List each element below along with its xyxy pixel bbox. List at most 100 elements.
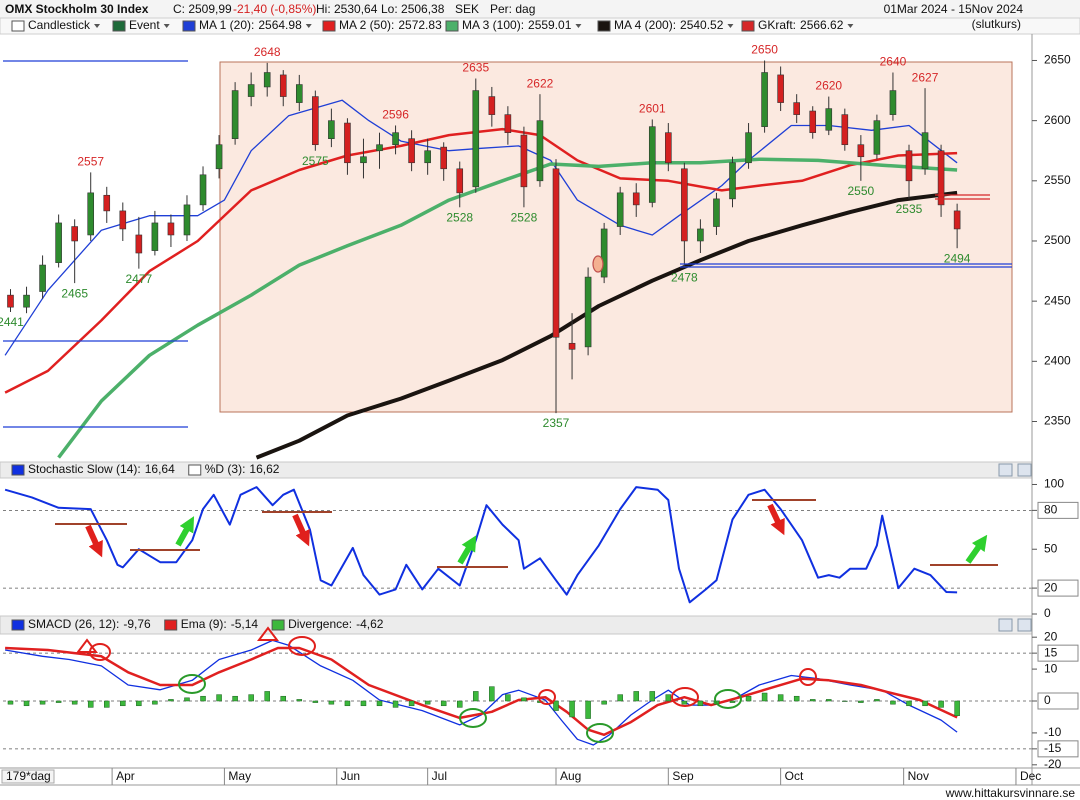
divergence-bar [232, 695, 238, 702]
low-price: Lo: 2506,38 [381, 2, 445, 16]
dropdown-caret[interactable] [727, 24, 734, 28]
legend-value[interactable]: 16,62 [249, 462, 279, 476]
legend-label[interactable]: Stochastic Slow (14): [28, 462, 141, 476]
extreme-label: 2620 [815, 79, 842, 93]
dropdown-caret[interactable] [847, 24, 854, 28]
close-button[interactable] [1017, 618, 1032, 632]
x-tick-label: Dec [1020, 769, 1041, 783]
legend-label[interactable]: Ema (9): [181, 617, 227, 631]
legend-label[interactable]: MA 2 (50): [339, 18, 394, 32]
cross-marker [178, 674, 206, 694]
x-tick-label: Sep [672, 769, 694, 783]
divergence-bar [826, 699, 832, 702]
legend-swatch[interactable] [112, 20, 126, 32]
legend-swatch[interactable] [188, 464, 202, 476]
zoom-button[interactable] [998, 463, 1013, 477]
legend-label[interactable]: %D (3): [205, 462, 246, 476]
candle-body [536, 120, 544, 182]
legend-value[interactable]: -4,62 [356, 617, 384, 631]
legend-swatch[interactable] [741, 20, 755, 32]
legend-value[interactable]: 2540.52 [680, 18, 724, 32]
legend-label[interactable]: Candlestick [28, 18, 91, 32]
divergence-bar [681, 700, 688, 705]
candle-body [761, 72, 768, 127]
legend-swatch[interactable] [11, 464, 25, 476]
toolbar [0, 17, 1080, 35]
divergence-bar [55, 700, 62, 703]
legend-label[interactable]: GKraft: [758, 18, 796, 32]
candle-body [312, 96, 319, 146]
legend-value[interactable]: 2572.83 [398, 18, 442, 32]
legend-label[interactable]: MA 4 (200): [614, 18, 676, 32]
legend-label[interactable]: MA 3 (100): [462, 18, 524, 32]
divergence-bar [697, 700, 704, 707]
legend-value[interactable]: 16,64 [145, 462, 175, 476]
dropdown-caret[interactable] [305, 24, 312, 28]
frame [0, 34, 1080, 786]
legend-label[interactable]: SMACD (26, 12): [28, 617, 119, 631]
peak-marker [257, 626, 279, 641]
extreme-label: 2635 [462, 61, 489, 75]
high-price: Hi: 2530,64 [316, 2, 378, 16]
legend-value[interactable]: 2566.62 [800, 18, 844, 32]
y-tick-label: 2350 [1044, 414, 1071, 428]
divergence-bar [184, 697, 190, 702]
candle-body [279, 74, 287, 97]
candle-body [456, 168, 464, 194]
stochastic-pane [3, 486, 1032, 604]
legend-swatch[interactable] [182, 20, 196, 32]
close-button[interactable] [1017, 463, 1032, 477]
divergence-bar [617, 694, 623, 702]
candle-body [151, 222, 159, 251]
index-title: OMX Stockholm 30 Index [5, 2, 149, 16]
candle-body [472, 90, 480, 188]
candle-body [809, 110, 817, 133]
candle-body [953, 210, 961, 230]
period: Per: dag [490, 2, 535, 16]
dropdown-caret[interactable] [575, 24, 582, 28]
divergence-bar [489, 686, 495, 702]
legend-value[interactable]: 2559.01 [528, 18, 572, 32]
dropdown-caret[interactable] [94, 24, 101, 28]
legend-swatch[interactable] [11, 20, 25, 32]
candle-body [55, 222, 62, 263]
legend-swatch[interactable] [11, 619, 25, 631]
currency: SEK [455, 2, 479, 16]
y-tick-label: 2600 [1044, 113, 1071, 127]
extreme-label: 2648 [254, 45, 281, 59]
legend-label[interactable]: MA 1 (20): [199, 18, 254, 32]
candle-body [135, 234, 143, 254]
extreme-label: 2601 [639, 102, 666, 116]
legend-swatch[interactable] [322, 20, 336, 32]
cross-marker [459, 708, 487, 728]
legend-label[interactable]: Divergence: [288, 617, 352, 631]
legend-value[interactable]: 2564.98 [258, 18, 302, 32]
legend-label[interactable]: Event [129, 18, 160, 32]
legend-swatch[interactable] [164, 619, 178, 631]
candle-body [681, 168, 688, 242]
zoom-button[interactable] [998, 618, 1013, 632]
candle-body [552, 168, 560, 338]
cross-marker [671, 687, 699, 707]
candle-body [376, 144, 383, 152]
series-line [4, 486, 958, 604]
candle-body [600, 228, 608, 278]
dropdown-caret[interactable] [163, 24, 170, 28]
candle-body [568, 342, 576, 350]
legend-swatch[interactable] [445, 20, 459, 32]
y-tick-label: 10 [1044, 661, 1058, 675]
divergence-bar [793, 695, 800, 702]
legend-value[interactable]: -9,76 [123, 617, 151, 631]
legend-swatch[interactable] [271, 619, 285, 631]
candle-body [937, 150, 945, 206]
legend-swatch[interactable] [597, 20, 611, 32]
divergence-bar [39, 700, 46, 705]
extreme-label: 2357 [543, 416, 570, 430]
date-range: 01Mar 2024 - 15Nov 2024 [884, 2, 1024, 16]
candle-body [263, 72, 271, 88]
trend-lines [3, 60, 1012, 428]
legend-value[interactable]: -5,14 [231, 617, 259, 631]
divergence-bar [168, 699, 174, 702]
x-tick-label: May [228, 769, 251, 783]
cross-marker [538, 689, 556, 705]
